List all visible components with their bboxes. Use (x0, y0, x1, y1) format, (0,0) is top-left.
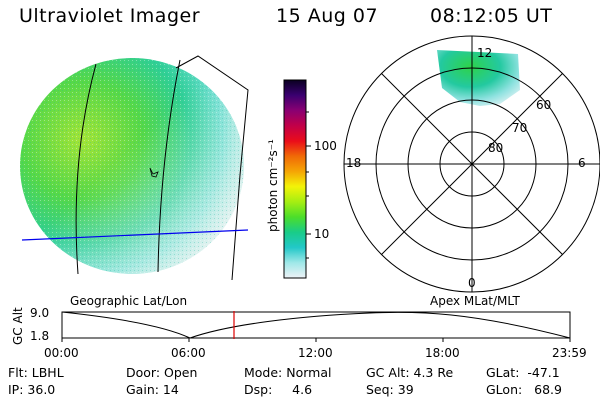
plot-xtick-0600: 06:00 (171, 346, 206, 360)
polar-caption: Apex MLat/MLT (430, 294, 520, 308)
status-gc-alt: GC Alt: 4.3 Re (366, 365, 454, 380)
plot-ytick-high: 9.0 (30, 306, 50, 320)
status-door: Door: Open (126, 365, 198, 380)
latitude-line (21, 229, 249, 241)
mlt-label-12: 12 (477, 46, 493, 60)
altitude-plot (61, 311, 571, 342)
status-ip: IP: 36.0 (8, 382, 56, 397)
mlt-label-18: 18 (346, 156, 362, 170)
longitude-lines (75, 55, 249, 281)
globe-image (20, 55, 249, 281)
auroral-oval (437, 50, 520, 106)
status-filter: Flt: LBHL (8, 365, 64, 380)
globe-caption: Geographic Lat/Lon (70, 294, 188, 308)
mlt-label-0: 0 (468, 276, 476, 290)
subsatellite-marker (149, 167, 159, 178)
status-glon: GLon: 68.9 (486, 382, 562, 397)
colorbar-tick-100: 100 (314, 139, 337, 153)
plot-xtick-1800: 18:00 (425, 346, 460, 360)
date-label: 15 Aug 07 (276, 5, 379, 27)
colorbar-tick-10: 10 (314, 227, 330, 241)
plot-ylabel: GC Alt (11, 307, 25, 345)
plot-xtick-0000: 00:00 (44, 346, 79, 360)
status-gain: Gain: 14 (126, 382, 179, 397)
colorbar-unit-label: photon cm⁻²s⁻¹ (266, 139, 280, 232)
time-label: 08:12:05 UT (430, 5, 553, 27)
altitude-curve (61, 311, 571, 339)
mlat-label-70: 70 (512, 121, 528, 135)
status-mode: Mode: Normal (244, 365, 332, 380)
polar-plot (343, 35, 600, 293)
colorbar (283, 79, 311, 279)
plot-xtick-1200: 12:00 (298, 346, 333, 360)
status-dsp: Dsp: 4.6 (244, 382, 313, 397)
status-seq: Seq: 39 (366, 382, 414, 397)
instrument-title: Ultraviolet Imager (19, 5, 201, 27)
mlt-label-6: 6 (578, 156, 586, 170)
mlat-label-60: 60 (536, 98, 552, 112)
plot-ytick-low: 1.8 (30, 329, 50, 343)
plot-xtick-2359: 23:59 (552, 346, 587, 360)
status-glat: GLat: -47.1 (486, 365, 560, 380)
mlat-label-80: 80 (488, 141, 504, 155)
